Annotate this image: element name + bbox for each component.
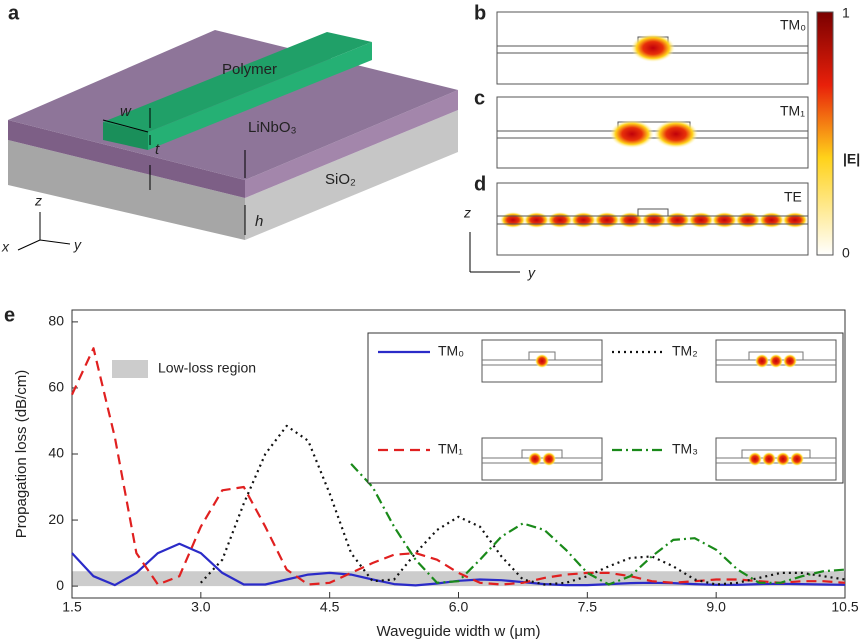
series-line	[71, 347, 846, 586]
x-tick-label: 3.0	[191, 599, 211, 615]
mode-name: TE	[784, 189, 802, 205]
legend-mode-spot	[790, 452, 804, 466]
polymer-label: Polymer	[222, 61, 277, 78]
colorbar-min: 0	[842, 245, 850, 261]
legend-mode-spot	[542, 452, 556, 466]
mode-panels: b c d TM₀ TM₁ TE z y 1 |E| 0	[463, 2, 860, 280]
y-label: y	[527, 265, 536, 281]
mode-spot	[641, 212, 667, 228]
mode-spot	[570, 212, 597, 228]
polymer-top	[103, 32, 372, 132]
region-swatch	[112, 360, 148, 378]
linbo3-front	[8, 120, 245, 198]
mode-spot	[500, 212, 526, 228]
mode-spot	[688, 212, 714, 228]
y-tick-label: 80	[48, 313, 64, 329]
legend-mode-spot	[769, 354, 783, 368]
polymer-front	[103, 122, 148, 150]
mode-spot	[735, 212, 761, 228]
panel-label: c	[474, 87, 485, 109]
y-tick-label: 0	[56, 577, 64, 593]
h-label: h	[255, 213, 263, 230]
t-label: t	[155, 141, 160, 158]
y-label: y	[73, 237, 82, 253]
mode-spot	[547, 212, 573, 228]
z-label: z	[34, 193, 42, 209]
mode-spot	[782, 212, 808, 228]
legend-mode-spot	[755, 354, 769, 368]
panel-label: a	[8, 2, 20, 24]
panel-d-geometry	[497, 208, 808, 225]
y-axis-label: Propagation loss (dB/cm)	[13, 370, 30, 538]
x-tick-label: 10.5	[831, 599, 858, 615]
chart: e 0 20 40 60 80 1.5 3.0 4.5 6.0 7.5 9.0 10.5 Wavegui…	[4, 304, 859, 640]
panel-label: d	[474, 173, 486, 195]
legend-label: TM₂	[672, 343, 698, 359]
panel-label: e	[4, 304, 15, 326]
x-tick-label: 7.5	[578, 599, 598, 615]
axes-triad	[17, 212, 71, 251]
mode-spot	[758, 212, 785, 228]
legend-label: TM₀	[438, 343, 464, 359]
y-tick-label: 20	[48, 511, 64, 527]
x-tick-label: 9.0	[706, 599, 726, 615]
mode-spot	[610, 120, 654, 148]
legend-mode-spot	[535, 354, 549, 368]
legend-thumb-geometry	[716, 449, 836, 464]
x-tick-label: 1.5	[62, 599, 82, 615]
mode-spot	[711, 212, 738, 228]
panel-a: a Polymer LiNbO₃ SiO₂ w t h z x y	[1, 2, 458, 255]
colorbar	[816, 11, 834, 256]
legend-label: TM₃	[672, 441, 698, 457]
sio2-side	[245, 110, 458, 240]
mode-spot	[617, 212, 644, 228]
axes-yz	[469, 232, 520, 273]
sio2-front	[8, 140, 245, 240]
mode-spot	[631, 34, 675, 62]
mode-name: TM₁	[780, 103, 805, 119]
dimension-arrows	[102, 108, 246, 235]
x-tick-label: 4.5	[320, 599, 340, 615]
polymer-side	[148, 42, 372, 150]
series-line	[350, 463, 846, 586]
colorbar-label: |E|	[843, 151, 860, 167]
w-label: w	[120, 103, 132, 120]
y-tick-label: 40	[48, 445, 64, 461]
series-line	[199, 424, 846, 586]
sio2-label: SiO₂	[325, 171, 356, 188]
legend-thumb-geometry	[482, 449, 602, 464]
linbo3-label: LiNbO₃	[248, 119, 297, 136]
legend-mode-spot	[748, 452, 762, 466]
x-tick-label: 6.0	[449, 599, 469, 615]
mode-spot	[523, 212, 550, 228]
z-label: z	[463, 205, 471, 221]
linbo3-side	[245, 90, 458, 198]
panel-label: b	[474, 2, 486, 24]
legend-mode-spot	[762, 452, 776, 466]
legend-mode-spot	[528, 452, 542, 466]
y-tick-label: 60	[48, 379, 64, 395]
region-label: Low-loss region	[158, 360, 256, 376]
legend-mode-spot	[776, 452, 790, 466]
legend-mode-spot	[783, 354, 797, 368]
mode-spot	[594, 212, 620, 228]
mode-name: TM₀	[780, 17, 806, 33]
x-label: x	[1, 239, 10, 255]
legend-label: TM₁	[438, 441, 463, 457]
x-axis-label: Waveguide width w (μm)	[377, 623, 541, 640]
mode-spot	[654, 120, 698, 148]
colorbar-max: 1	[842, 5, 850, 21]
